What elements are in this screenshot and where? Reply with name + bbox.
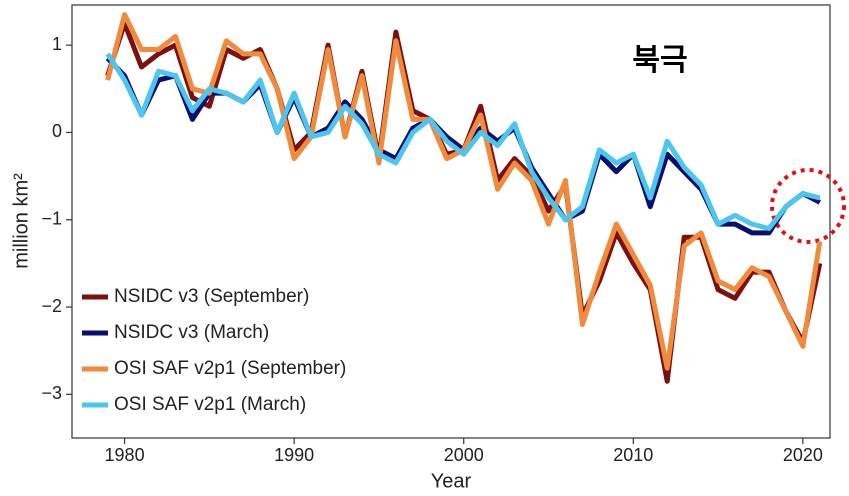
x-axis-label: Year [431, 470, 472, 492]
annotation: 북극 [632, 44, 687, 77]
legend-label: OSI SAF v2p1 (March) [114, 394, 306, 415]
x-tick-label: 1980 [105, 445, 145, 465]
y-tick-label: −3 [41, 383, 62, 403]
y-tick-label: −1 [41, 209, 62, 229]
legend-label: OSI SAF v2p1 (September) [114, 358, 346, 379]
highlight-circle [770, 168, 846, 244]
series-line [105, 12, 823, 371]
y-tick-label: −2 [41, 296, 62, 316]
series-line [105, 52, 821, 231]
legend-label: NSIDC v3 (September) [114, 286, 309, 307]
x-tick-label: 1990 [274, 445, 314, 465]
x-tick-label: 2020 [783, 445, 823, 465]
y-tick-label: 1 [52, 34, 62, 54]
legend-label: NSIDC v3 (March) [114, 322, 269, 343]
x-tick-label: 2000 [444, 445, 484, 465]
plot-frame [71, 4, 831, 439]
y-axis-label: million km² [10, 173, 32, 269]
x-tick-label: 2010 [613, 445, 653, 465]
y-tick-label: 0 [52, 121, 62, 141]
